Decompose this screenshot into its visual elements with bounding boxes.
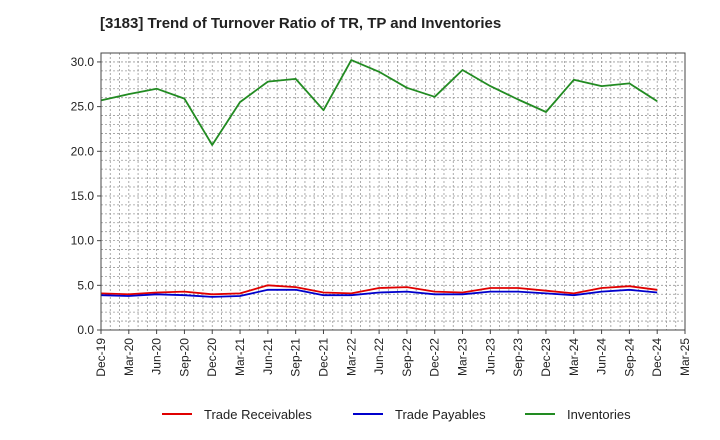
x-tick-label: Mar-25	[678, 338, 692, 376]
x-tick-label: Dec-20	[205, 338, 219, 377]
legend-label: Trade Receivables	[204, 407, 312, 422]
legend: Trade Receivables Trade Payables Inventori…	[162, 407, 631, 422]
series-lines	[100, 59, 658, 298]
y-tick-label: 15.0	[71, 189, 95, 203]
y-tick-label: 0.0	[77, 323, 94, 337]
x-tick-label: Dec-22	[428, 338, 442, 377]
x-tick-label: Mar-21	[233, 338, 247, 376]
y-tick-label: 30.0	[71, 55, 95, 69]
plot-frame	[100, 52, 686, 331]
x-tick-label: Mar-20	[122, 338, 136, 376]
series-line-trade-payables	[100, 288, 658, 298]
y-tick-label: 5.0	[77, 278, 94, 292]
y-tick-label: 25.0	[71, 100, 95, 114]
x-tick-label: Dec-19	[94, 338, 108, 377]
x-tick-label: Sep-21	[289, 338, 303, 377]
x-tick-label: Jun-21	[261, 338, 275, 375]
x-tick-label: Sep-20	[177, 338, 191, 377]
grid	[101, 53, 685, 330]
x-tick-label: Mar-22	[344, 338, 358, 376]
series-line-inventories	[100, 59, 658, 146]
chart-title: [3183] Trend of Turnover Ratio of TR, TP…	[100, 15, 502, 32]
legend-label: Trade Payables	[395, 407, 486, 422]
x-tick-label: Dec-21	[316, 338, 330, 377]
x-tick-label: Jun-22	[372, 338, 386, 375]
series-line-trade-receivables	[100, 284, 658, 296]
x-axis-ticks: Dec-19 Mar-20 Jun-20 Sep-20 Dec-20 Mar-21 Jun-…	[94, 330, 692, 377]
y-tick-label: 10.0	[71, 234, 95, 248]
x-tick-label: Sep-22	[400, 338, 414, 377]
legend-label: Inventories	[567, 407, 631, 422]
x-tick-label: Dec-24	[650, 338, 664, 377]
y-tick-label: 20.0	[71, 144, 95, 158]
x-tick-label: Sep-23	[511, 338, 525, 377]
x-tick-label: Sep-24	[622, 338, 636, 377]
x-tick-label: Jun-24	[595, 338, 609, 375]
y-axis-ticks: 0.0 5.0 10.0 15.0 20.0 25.0 30.0	[71, 55, 101, 337]
x-tick-label: Jun-20	[150, 338, 164, 375]
x-tick-label: Dec-23	[539, 338, 553, 377]
x-tick-label: Jun-23	[483, 338, 497, 375]
x-tick-label: Mar-24	[567, 338, 581, 376]
x-tick-label: Mar-23	[456, 338, 470, 376]
